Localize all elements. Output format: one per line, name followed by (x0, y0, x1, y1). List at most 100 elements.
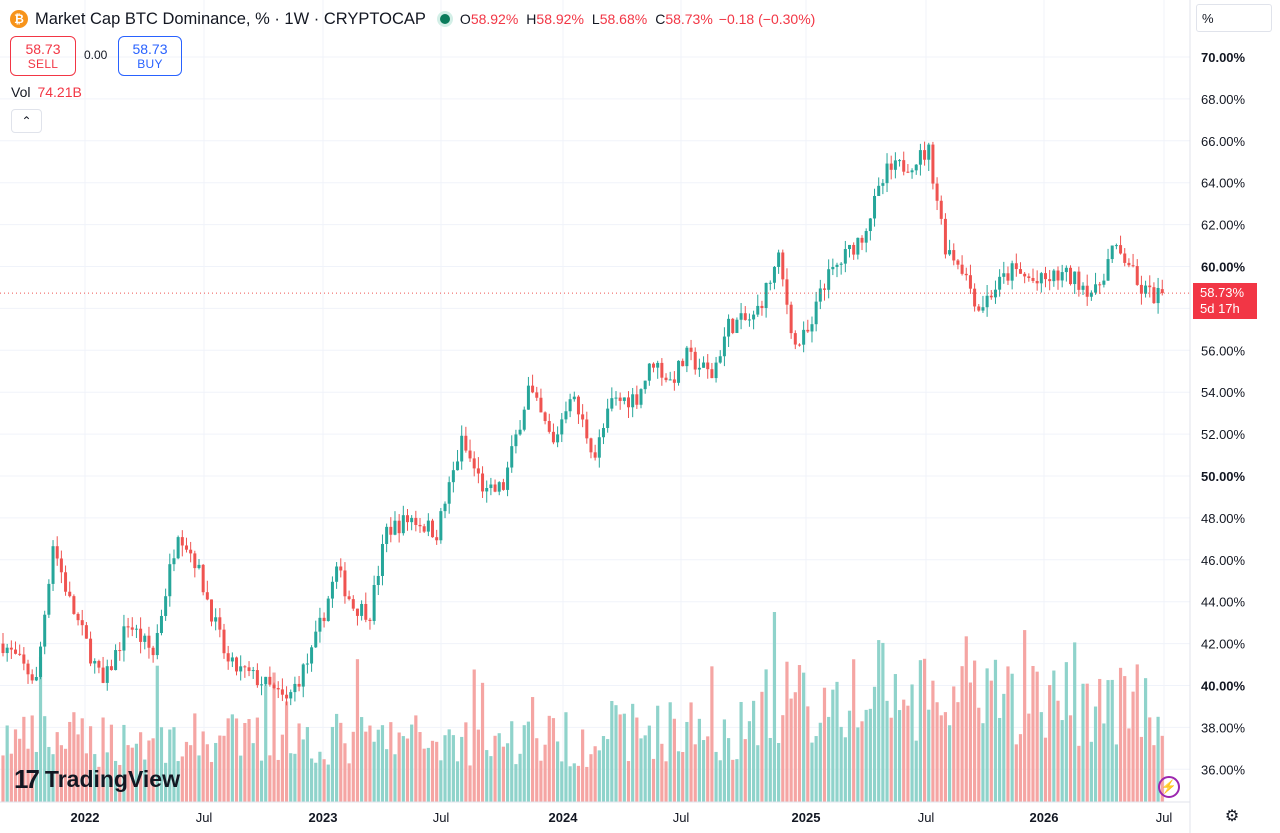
volume-bar (752, 700, 756, 802)
candle-body (351, 599, 355, 609)
candle-body (322, 617, 326, 622)
volume-bar (993, 659, 998, 802)
volume-bar (1073, 642, 1077, 802)
candle-body (585, 419, 589, 439)
time-axis[interactable]: 2022 Jul 2023 Jul 2024 Jul 2025 Jul 2026 Jul (71, 810, 1173, 825)
candle-body (747, 319, 751, 321)
volume-bar (376, 729, 380, 802)
candle-body (481, 473, 485, 492)
candle-body (1031, 277, 1035, 281)
candle-body (435, 537, 439, 541)
price-axis[interactable]: 70.00%68.00%66.00%64.00%62.00%60.00%58.0… (1201, 50, 1246, 777)
candle-body (1123, 253, 1127, 263)
volume-bar (701, 740, 706, 802)
sell-price: 58.73 (25, 41, 61, 57)
volume-bar (276, 759, 280, 802)
candle-body (1110, 245, 1114, 260)
volume-bar (726, 738, 731, 802)
volume-bar (656, 705, 660, 802)
volume-bar (393, 754, 397, 802)
buy-price: 58.73 (132, 41, 168, 57)
candle-body (460, 435, 464, 462)
volume-bar (806, 706, 810, 802)
candle-body (1119, 245, 1123, 254)
candle-body (218, 617, 222, 630)
candle-body (468, 450, 472, 459)
volume-legend[interactable]: Vol 74.21B (11, 84, 82, 100)
volume-bar (831, 689, 835, 802)
candle-body (418, 524, 422, 527)
volume-bar (130, 747, 134, 802)
volume-bar (405, 738, 410, 802)
tradingview-logo[interactable]: 17 TradingView (14, 764, 180, 795)
candle-body (447, 482, 451, 504)
volume-bar (93, 754, 97, 802)
candle-body (318, 617, 322, 632)
collapse-legend-button[interactable]: ⌃ (11, 109, 42, 133)
market-status-dot-icon[interactable] (439, 14, 450, 24)
candle-body (764, 282, 768, 309)
volume-bar (297, 723, 301, 802)
volume-bar (847, 710, 852, 802)
candle-body (1027, 276, 1031, 278)
time-tick-label: 2024 (549, 810, 579, 825)
candle-body (155, 632, 159, 656)
close-label: C (655, 11, 666, 27)
open-value: 58.92% (470, 11, 519, 27)
candle-body (489, 484, 493, 489)
candle-body (30, 674, 34, 681)
candle-body (355, 608, 359, 616)
volume-bar (105, 752, 109, 802)
lightning-icon[interactable]: ⚡ (1158, 776, 1180, 798)
candle-body (22, 654, 26, 664)
gear-icon[interactable]: ⚙ (1224, 808, 1240, 825)
candle-body (376, 575, 380, 586)
volume-bar (710, 666, 714, 802)
volume-bar (881, 642, 885, 802)
candle-body (618, 397, 622, 401)
candle-body (451, 470, 455, 483)
candle-body (693, 351, 697, 370)
volume-bar (647, 725, 651, 802)
volume-bar (159, 727, 164, 802)
volume-bar (877, 640, 881, 802)
volume-bar (1085, 683, 1089, 802)
candle-body (235, 657, 239, 672)
candle-body (1048, 279, 1052, 282)
candle-body (485, 488, 489, 492)
price-tick-label: 50.00% (1201, 469, 1246, 484)
candle-body (522, 409, 526, 430)
candle-body (968, 275, 972, 289)
candle-body (752, 314, 756, 320)
candle-body (643, 380, 647, 390)
volume-bar (451, 735, 455, 802)
symbol-title[interactable]: Market Cap BTC Dominance, % · 1W · CRYPT… (35, 9, 426, 28)
candle-body (197, 564, 201, 569)
volume-bar (743, 739, 747, 802)
candle-body (1094, 284, 1098, 293)
candle-body (101, 667, 105, 683)
volume-bar (572, 763, 576, 802)
volume-bar (568, 766, 572, 802)
buy-button[interactable]: 58.73 BUY (118, 36, 182, 76)
price-tick-label: 36.00% (1201, 762, 1246, 777)
candle-body (514, 434, 518, 447)
candle-body (998, 276, 1002, 290)
candle-body (493, 484, 497, 492)
sell-button[interactable]: 58.73 SELL (10, 36, 76, 76)
volume-bar (335, 713, 339, 802)
volume-bar (814, 736, 818, 802)
candle-body (714, 362, 718, 379)
axis-unit-label[interactable]: % (1196, 4, 1272, 32)
volume-bar (530, 697, 535, 802)
volume-bar (9, 753, 13, 802)
volume-bar (80, 718, 84, 802)
candle-body (210, 599, 213, 622)
candle-body (264, 676, 268, 685)
candle-body (285, 694, 289, 699)
candle-body (918, 150, 922, 165)
candle-body (1039, 273, 1043, 284)
volume-bar (314, 762, 318, 802)
volume-bar (13, 729, 18, 802)
